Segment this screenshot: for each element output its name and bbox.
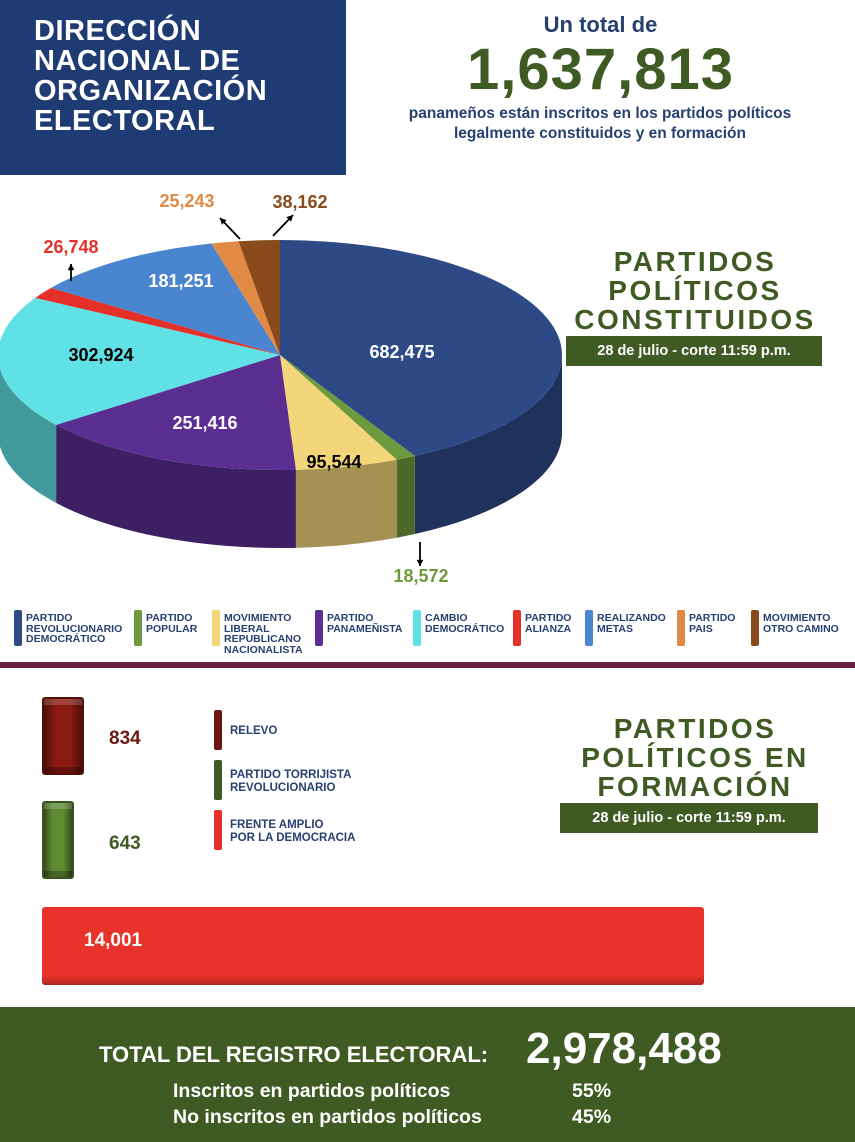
forming-legend-swatch [214,810,222,850]
footer-total-value: 2,978,488 [526,1024,722,1073]
pie-callout-arrowhead [67,264,75,271]
legend-label: CAMBIO DEMOCRÁTICO [425,612,505,635]
legend-item: MOVIMIENTO OTRO CAMINO [751,610,839,646]
forming-legend-label: PARTIDO TORRIJISTA REVOLUCIONARIO [230,769,352,794]
legend-item: PARTIDO PANAMEÑISTA [315,610,402,646]
legend-item: REALIZANDO METAS [585,610,666,646]
constituted-title: PARTIDOS POLÍTICOS CONSTITUIDOS [574,246,816,335]
pie-slice-alianza [35,287,280,355]
legend-item: CAMBIO DEMOCRÁTICO [413,610,504,646]
legend-swatch [14,610,22,646]
legend-label: MOVIMIENTO LIBERAL REPUBLICANO NACIONALI… [224,612,303,656]
pie-slice-otro-camino [238,240,280,355]
forming-bar [42,907,704,985]
pie-side-prd [414,355,562,535]
header-banner [0,0,346,175]
pie-labels: 682,475 18,572 95,544 251,416 302,924 26,748 1… [43,191,448,586]
legend-label: PARTIDO REVOLUCIONARIO DEMOCRÁTICO [26,612,123,645]
legend-swatch [585,610,593,646]
pie-value-label-molirena: 95,544 [306,452,361,472]
legend-swatch [413,610,421,646]
pie-side-molirena [295,459,397,548]
pie-slice-cambio-democratico [0,297,280,425]
legend-swatch [751,610,759,646]
legend-label: REALIZANDO METAS [597,612,666,635]
total-registered-value: 1,637,813 [466,37,735,102]
legend-swatch [677,610,685,646]
pie-value-label-pais: 25,243 [159,191,214,211]
pie-callout-arrowhead [220,218,227,225]
legend-item: PARTIDO REVOLUCIONARIO DEMOCRÁTICO [14,610,122,646]
total-description: panameños están inscritos en los partido… [408,105,792,142]
pie-value-label-alianza: 26,748 [43,237,98,257]
forming-date: 28 de julio - corte 11:59 p.m. [560,803,818,833]
total-intro: Un total de [543,12,658,37]
pie-slice-realizando-metas [51,243,280,355]
forming-legend-label: FRENTE AMPLIO POR LA DEMOCRACIA [230,819,356,844]
legend-swatch [315,610,323,646]
pie-value-label-otro-camino: 38,162 [272,192,327,212]
pie-value-label-prd: 682,475 [369,342,434,362]
pie-side-walls [0,355,562,548]
forming-bar [42,801,74,879]
forming-legend-label: RELEVO [230,725,278,737]
pie-value-label-realizando-metas: 181,251 [148,271,213,291]
legend-label: PARTIDO PAIS [689,612,736,635]
pie-value-label-cambio-democratico: 302,924 [68,345,133,365]
pie-slice-panamenista [56,355,296,470]
pie-slice-prd [280,240,562,457]
legend-label: PARTIDO PANAMEÑISTA [327,612,403,635]
footer-banner [0,1007,855,1142]
pie-side-cambio-democratico [0,368,57,503]
forming-bar [42,697,84,775]
legend-item: PARTIDO PAIS [677,610,735,646]
pie-slice-molirena [280,355,397,470]
constituted-pie-chart: 682,475 18,572 95,544 251,416 302,924 26,748 1… [0,191,562,586]
forming-title: PARTIDOS POLÍTICOS EN FORMACIÓN [581,713,809,802]
pie-slices [0,240,562,470]
pie-slice-pais [211,241,280,355]
legend-swatch [212,610,220,646]
forming-legend-swatch [214,760,222,800]
pie-slice-popular [280,355,415,460]
forming-legend-swatch [214,710,222,750]
pie-callout-arrowhead [286,215,293,222]
pie-value-label-panamenista: 251,416 [172,413,237,433]
organization-title: DIRECCIÓN NACIONAL DE ORGANIZACIÓN ELECT… [34,15,268,137]
legend-swatch [134,610,142,646]
footer-row-unregistered-label: No inscritos en partidos políticos [173,1106,482,1128]
legend-item: PARTIDO POPULAR [134,610,197,646]
footer-row-unregistered-pct: 45% [572,1106,612,1128]
pie-callout-arrowhead [416,559,424,566]
pie-side-panamenista [56,424,296,548]
footer-row-registered-label: Inscritos en partidos políticos [173,1080,451,1102]
legend-label: PARTIDO ALIANZA [525,612,572,635]
legend-label: PARTIDO POPULAR [146,612,198,635]
legend-item: MOVIMIENTO LIBERAL REPUBLICANO NACIONALI… [212,610,303,655]
footer-total-label: TOTAL DEL REGISTRO ELECTORAL: [99,1042,489,1067]
legend-item: PARTIDO ALIANZA [513,610,571,646]
footer-row-registered-pct: 55% [572,1080,612,1102]
constituted-date: 28 de julio - corte 11:59 p.m. [566,336,822,366]
legend-swatch [513,610,521,646]
forming-bar-value: 834 [109,728,141,749]
section-divider [0,662,855,668]
forming-bar-value: 643 [109,833,141,854]
pie-side-popular [396,456,415,538]
forming-bar-value: 14,001 [84,930,143,951]
legend-label: MOVIMIENTO OTRO CAMINO [763,612,839,635]
pie-value-label-popular: 18,572 [393,566,448,586]
